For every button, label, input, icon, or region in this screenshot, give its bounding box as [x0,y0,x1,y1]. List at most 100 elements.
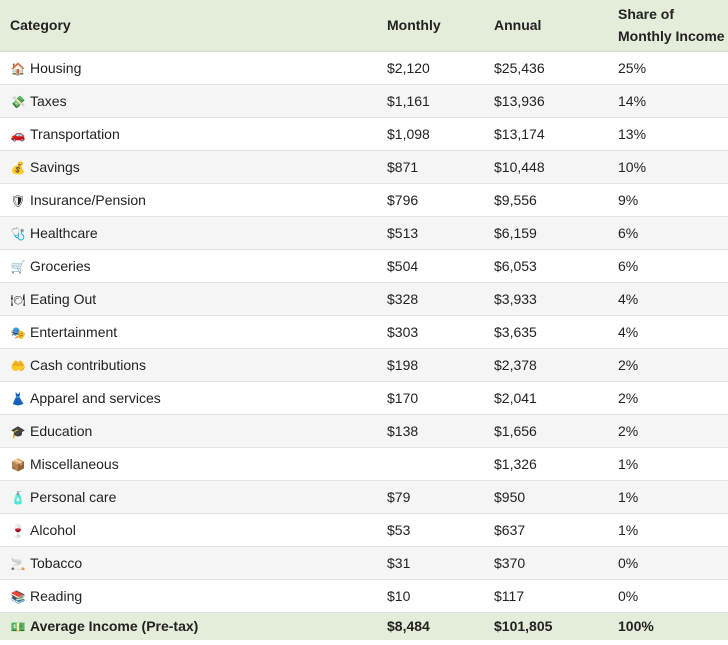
share-cell: 1% [608,480,728,514]
table-row: 🧴 Personal care $79 $950 1% [0,480,728,514]
stethoscope-icon: 🩺 [10,226,26,241]
category-label: Tobacco [30,554,83,571]
category-label: Eating Out [30,290,97,307]
category-cell: 📦 Miscellaneous [0,447,377,481]
shopping-cart-icon: 🛒 [10,259,26,274]
table-row: 🚬 Tobacco $31 $370 0% [0,546,728,580]
category-cell: 👗 Apparel and services [0,381,377,415]
monthly-cell: $871 [377,150,484,184]
table-row: 🎓 Education $138 $1,656 2% [0,414,728,448]
table-row: 🍽 Eating Out $328 $3,933 4% [0,282,728,316]
category-cell: 🧴 Personal care [0,480,377,514]
category-cell: 🛒 Groceries [0,249,377,283]
monthly-cell [377,447,484,481]
monthly-cell: $504 [377,249,484,283]
monthly-cell: $513 [377,216,484,250]
car-icon: 🚗 [10,127,26,142]
table-body: 🏠 Housing $2,120 $25,436 25% 💸 Taxes $1,161 $13,… [0,51,728,613]
monthly-cell: $198 [377,348,484,382]
category-cell: 📚 Reading [0,579,377,613]
annual-cell: $370 [484,546,608,580]
annual-cell: $13,174 [484,117,608,151]
category-label: Personal care [30,488,117,505]
share-cell: 2% [608,348,728,382]
table-row: 🤲 Cash contributions $198 $2,378 2% [0,348,728,382]
total-category-cell: 💵 Average Income (Pre-tax) [0,612,377,640]
package-icon: 📦 [10,457,26,472]
category-cell: 🤲 Cash contributions [0,348,377,382]
total-monthly: $8,484 [387,618,430,635]
monthly-cell: $328 [377,282,484,316]
table-footer: 💵 Average Income (Pre-tax) $8,484 $101,80… [0,612,728,640]
share-cell: 4% [608,282,728,316]
category-cell: 🚬 Tobacco [0,546,377,580]
annual-cell: $6,053 [484,249,608,283]
category-label: Miscellaneous [30,455,119,472]
money-wings-icon: 💸 [10,94,26,109]
table-row: 📚 Reading $10 $117 0% [0,579,728,613]
category-label: Insurance/Pension [30,191,146,208]
category-cell: 🩺 Healthcare [0,216,377,250]
annual-cell: $950 [484,480,608,514]
books-icon: 📚 [10,589,26,604]
annual-cell: $13,936 [484,84,608,118]
monthly-cell: $79 [377,480,484,514]
category-label: Savings [30,158,80,175]
share-cell: 6% [608,216,728,250]
annual-cell: $637 [484,513,608,547]
category-cell: 🏠 Housing [0,51,377,85]
money-bag-icon: 💰 [10,160,26,175]
total-share: 100% [618,618,654,635]
total-annual: $101,805 [494,618,553,635]
share-cell: 25% [608,51,728,85]
share-cell: 6% [608,249,728,283]
share-cell: 1% [608,513,728,547]
header-share: Share of Monthly Income [608,0,728,52]
header-category: Category [0,0,377,52]
table-row: 🛡 Insurance/Pension $796 $9,556 9% [0,183,728,217]
category-label: Entertainment [30,323,118,340]
shield-icon: 🛡 [10,193,26,208]
lotion-bottle-icon: 🧴 [10,490,26,505]
share-cell: 14% [608,84,728,118]
category-label: Cash contributions [30,356,146,373]
category-label: Healthcare [30,224,98,241]
table-row: 🏠 Housing $2,120 $25,436 25% [0,51,728,85]
table-row: 🩺 Healthcare $513 $6,159 6% [0,216,728,250]
annual-cell: $10,448 [484,150,608,184]
table-row: 🍷 Alcohol $53 $637 1% [0,513,728,547]
header-monthly: Monthly [377,0,484,52]
header-share-line1: Share of [618,6,675,23]
annual-cell: $6,159 [484,216,608,250]
table-row: 💸 Taxes $1,161 $13,936 14% [0,84,728,118]
category-cell: 🍽 Eating Out [0,282,377,316]
monthly-cell: $10 [377,579,484,613]
annual-cell: $25,436 [484,51,608,85]
monthly-cell: $2,120 [377,51,484,85]
category-label: Groceries [30,257,91,274]
total-row: 💵 Average Income (Pre-tax) $8,484 $101,80… [0,612,728,640]
share-cell: 2% [608,381,728,415]
share-cell: 0% [608,546,728,580]
category-label: Transportation [30,125,120,142]
annual-cell: $2,378 [484,348,608,382]
annual-cell: $9,556 [484,183,608,217]
annual-cell: $117 [484,579,608,613]
header-row: Category Monthly Annual Share of Monthly… [0,0,728,52]
table-row: 📦 Miscellaneous $1,326 1% [0,447,728,481]
table-header: Category Monthly Annual Share of Monthly… [0,0,728,52]
category-label: Housing [30,59,82,76]
category-cell: 🛡 Insurance/Pension [0,183,377,217]
table-row: 👗 Apparel and services $170 $2,041 2% [0,381,728,415]
monthly-cell: $53 [377,513,484,547]
monthly-cell: $796 [377,183,484,217]
annual-cell: $3,635 [484,315,608,349]
category-cell: 🎓 Education [0,414,377,448]
category-cell: 💸 Taxes [0,84,377,118]
category-label: Alcohol [30,521,76,538]
share-cell: 9% [608,183,728,217]
annual-cell: $1,326 [484,447,608,481]
table-row: 🎭 Entertainment $303 $3,635 4% [0,315,728,349]
monthly-cell: $1,161 [377,84,484,118]
